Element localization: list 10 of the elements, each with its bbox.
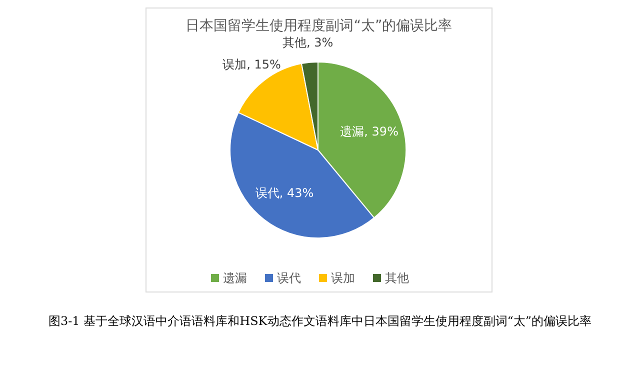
legend-label: 遗漏 bbox=[223, 271, 247, 285]
data-label: 误代, 43% bbox=[255, 186, 314, 200]
data-label: 误加, 15% bbox=[222, 58, 281, 72]
data-label: 其他, 3% bbox=[282, 35, 334, 50]
caption: 图3-1 基于全球汉语中介语语料库和HSK动态作文语料库中日本国留学生使用程度副词“太”的偏误比率 bbox=[47, 313, 593, 330]
legend-label: 其他 bbox=[385, 271, 409, 285]
data-label: 遗漏, 39% bbox=[340, 124, 398, 139]
legend-label: 误代 bbox=[277, 271, 301, 285]
chart-title: 日本国留学生使用程度副词“太”的偏误比率 bbox=[186, 18, 452, 34]
legend-label: 误加 bbox=[331, 271, 355, 285]
